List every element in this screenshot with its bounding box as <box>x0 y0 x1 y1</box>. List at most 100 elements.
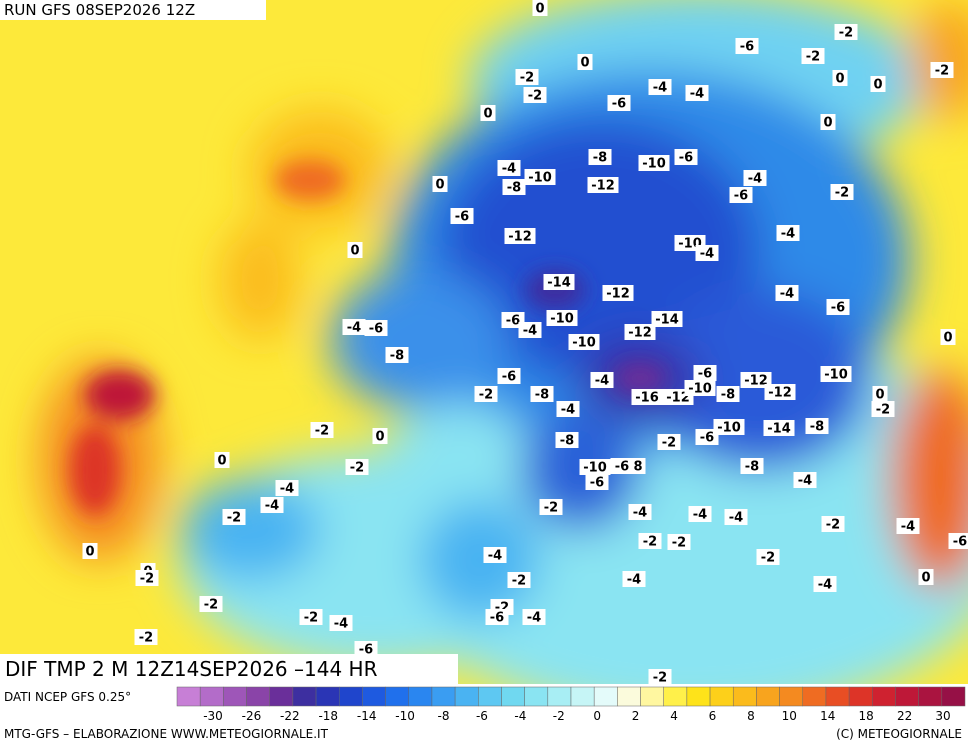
map-label: -6 <box>506 314 520 329</box>
label-box <box>775 285 799 301</box>
map-label: -4 <box>798 474 812 489</box>
map-label: -2 <box>806 50 820 65</box>
label-box <box>299 609 323 625</box>
label-box <box>372 428 388 444</box>
map-label: -10 <box>642 157 666 172</box>
map-label: -4 <box>781 227 795 242</box>
label-box <box>347 242 363 258</box>
map-label: 0 <box>580 56 589 71</box>
label-box <box>638 533 662 549</box>
map-label: -8 <box>390 349 404 364</box>
label-box <box>134 629 158 645</box>
label-box <box>497 160 521 176</box>
label-box <box>729 187 753 203</box>
map-label: -2 <box>662 436 676 451</box>
label-box <box>588 149 612 165</box>
label-box <box>805 418 829 434</box>
label-box <box>793 472 817 488</box>
legend-label: 2 <box>632 709 640 723</box>
map-label: -6 <box>953 535 967 550</box>
legend-swatch <box>385 686 410 707</box>
map-label: -6 <box>490 611 504 626</box>
label-box <box>474 386 498 402</box>
map-labels: 0-6-2-2-20-2-2-4 -4-600 00-8 -10 -6-4-10-8 -1… <box>82 0 968 686</box>
label-box <box>546 310 578 326</box>
label-box <box>385 347 409 363</box>
map-label: 0 <box>85 545 94 560</box>
label-box <box>543 274 575 290</box>
label-box <box>539 499 563 515</box>
map-label: -6 <box>359 643 373 658</box>
map-label: -12 <box>508 230 532 245</box>
label-box <box>624 324 656 340</box>
map-label: -2 <box>826 518 840 533</box>
map-label: -4 <box>633 506 647 521</box>
map-label: -4 <box>729 511 743 526</box>
legend-swatch <box>941 686 966 707</box>
label-box <box>820 114 836 130</box>
legend-swatch <box>732 686 757 707</box>
legend-swatch <box>408 686 433 707</box>
map-label: -12 <box>768 386 792 401</box>
label-box <box>329 615 353 631</box>
map-label: -8 <box>745 460 759 475</box>
map-title: DIF TMP 2 M 12Z14SEP2026 –144 HR <box>5 657 378 681</box>
map-label: -6 <box>734 189 748 204</box>
map-label: -10 <box>717 421 741 436</box>
map-label: -4 <box>561 403 575 418</box>
map-label: -12 <box>606 287 630 302</box>
map-label: -8 <box>560 434 574 449</box>
map-label: 8 <box>633 460 642 475</box>
label-box <box>638 155 670 171</box>
map-label: -4 <box>901 520 915 535</box>
legend-swatch <box>825 686 850 707</box>
label-box <box>630 458 646 474</box>
legend-swatch <box>756 686 780 707</box>
label-box <box>555 432 579 448</box>
label-box <box>743 170 767 186</box>
label-box <box>577 54 593 70</box>
map-label: -8 <box>810 420 824 435</box>
legend-swatch <box>918 686 943 707</box>
label-box <box>724 509 748 525</box>
map-label: -2 <box>204 598 218 613</box>
map-label: -4 <box>523 324 537 339</box>
label-box <box>685 85 709 101</box>
map-label: -6 <box>698 367 712 382</box>
label-box <box>222 509 246 525</box>
label-box <box>585 474 609 490</box>
map-label: -10 <box>688 382 712 397</box>
legend-label: -8 <box>438 709 450 723</box>
legend-swatch <box>709 686 734 707</box>
label-box <box>450 208 474 224</box>
label-box <box>801 48 825 64</box>
legend-swatch <box>617 686 641 707</box>
label-box <box>735 38 759 54</box>
legend-swatch <box>663 686 688 707</box>
map-label: -2 <box>653 671 667 686</box>
label-box <box>504 228 536 244</box>
label-box <box>896 518 920 534</box>
legend-swatch <box>686 686 711 707</box>
legend-swatch <box>802 686 827 707</box>
legend-swatch <box>779 686 804 707</box>
map-label: -6 <box>502 370 516 385</box>
label-box <box>497 368 521 384</box>
map-label: 0 <box>943 331 952 346</box>
label-box <box>872 386 888 402</box>
map-label: -6 <box>590 476 604 491</box>
legend-source: DATI NCEP GFS 0.25° <box>4 690 131 704</box>
label-box <box>826 299 850 315</box>
legend-label: -10 <box>395 709 415 723</box>
label-box <box>579 459 611 475</box>
label-box <box>948 533 968 549</box>
map-label: -8 <box>507 181 521 196</box>
label-box <box>740 458 764 474</box>
map-label: -2 <box>140 572 154 587</box>
map-label: -4 <box>748 172 762 187</box>
map-label: -12 <box>628 326 652 341</box>
map-label: -6 <box>831 301 845 316</box>
label-box <box>870 76 886 92</box>
map-label: -4 <box>347 321 361 336</box>
label-box <box>821 516 845 532</box>
